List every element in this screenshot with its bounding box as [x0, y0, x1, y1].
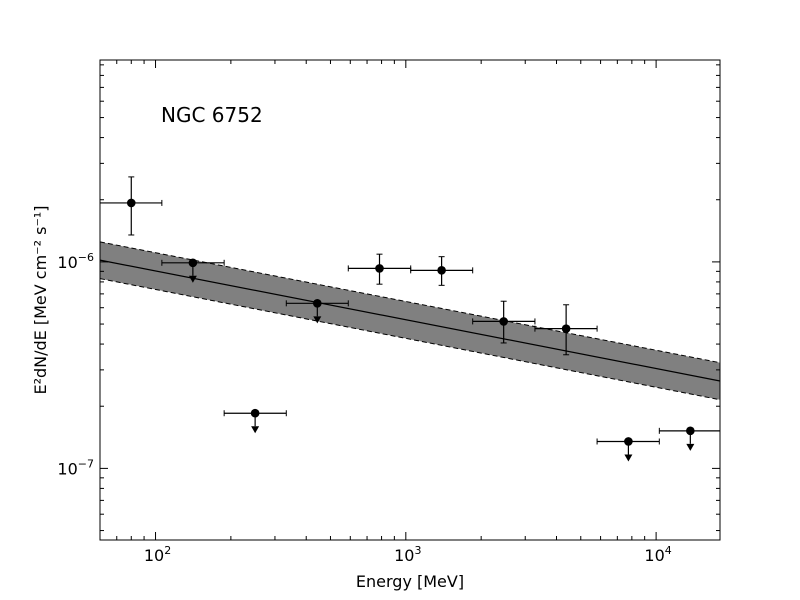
model-fit-line: [99, 259, 721, 382]
data-point-1: [99, 176, 163, 236]
source-name-annotation: NGC 6752: [161, 103, 263, 127]
data-point-marker: [313, 299, 322, 308]
data-point-7: [472, 300, 536, 344]
data-point-marker: [561, 324, 571, 333]
data-point-marker: [250, 408, 260, 418]
x-tick-label: 104: [644, 544, 671, 565]
data-point-9: [596, 437, 660, 462]
data-point-marker: [437, 266, 446, 275]
y-tick-label: 10−6: [57, 251, 94, 272]
model-band-upper-edge: [99, 241, 721, 364]
data-point-5: [347, 253, 412, 285]
data-point-8: [534, 304, 598, 356]
data-point-2: [161, 258, 225, 283]
plot-frame: [99, 59, 721, 541]
upper-limit-arrow: [188, 275, 197, 283]
upper-limit-arrow: [686, 443, 695, 451]
x-tick-label: 103: [394, 544, 421, 565]
data-point-marker: [126, 198, 136, 208]
x-tick-label: 102: [144, 544, 171, 565]
data-point-6: [410, 256, 474, 286]
x-axis-label: Energy [MeV]: [356, 572, 464, 591]
upper-limit-arrow: [313, 316, 322, 324]
data-point-4: [285, 299, 349, 324]
y-tick-label: 10−7: [57, 457, 94, 478]
data-point-10: [658, 426, 721, 451]
data-point-marker: [624, 437, 633, 446]
data-point-marker: [499, 317, 508, 326]
model-band-lower-edge: [99, 278, 721, 401]
data-point-marker: [375, 264, 384, 273]
upper-limit-arrow: [624, 454, 633, 462]
data-point-marker: [686, 426, 695, 436]
upper-limit-arrow: [251, 426, 260, 434]
data-point-3: [223, 408, 287, 434]
y-axis-label: E²dN/dE [MeV cm⁻² s⁻¹]: [31, 205, 50, 394]
data-point-marker: [188, 258, 198, 268]
